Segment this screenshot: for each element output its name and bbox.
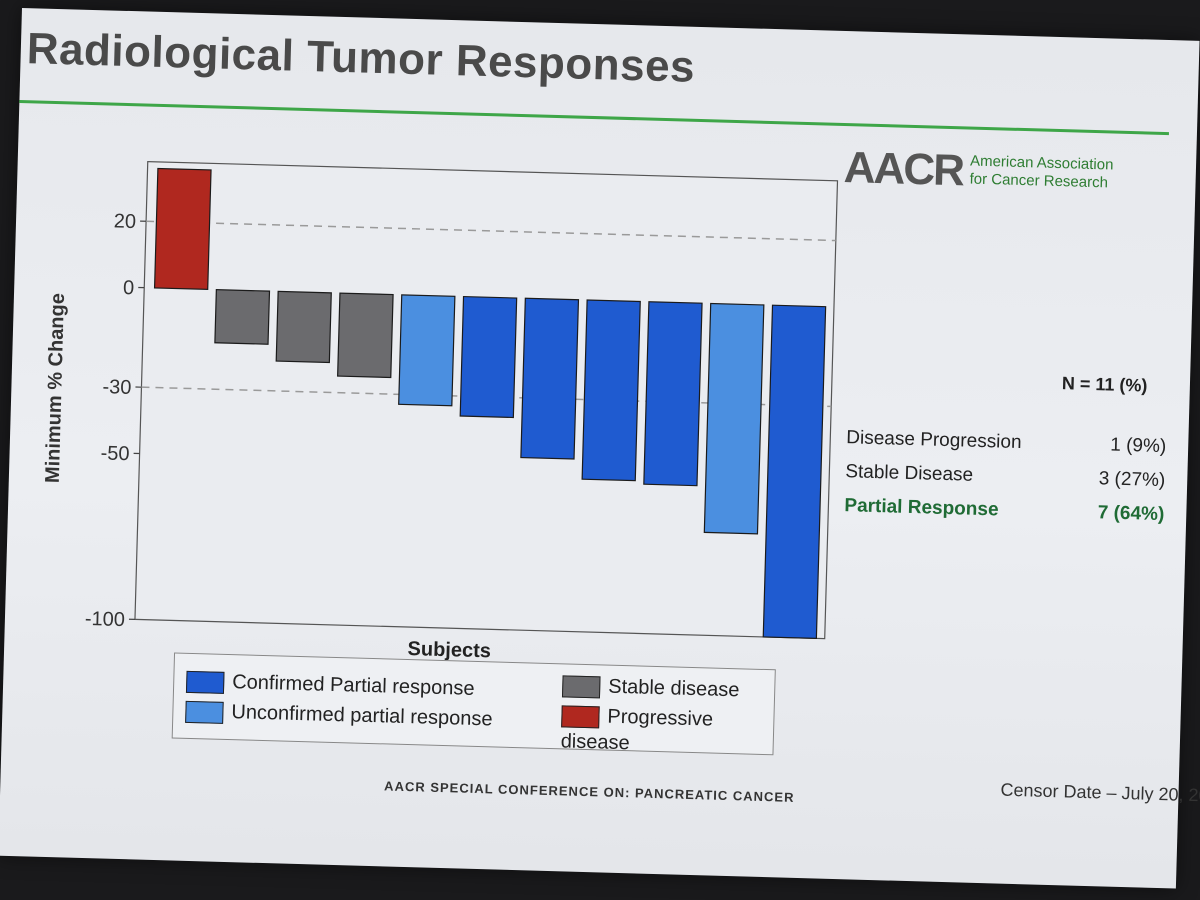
y-tick-label: -30 <box>102 376 132 399</box>
stat-label: Stable Disease <box>845 461 974 486</box>
stat-value: 7 (64%) <box>1097 502 1165 526</box>
waterfall-chart: 20 0 -30 -50 -100 Subjects Minimum % Change <box>42 160 839 662</box>
stat-row-partial: Partial Response 7 (64%) <box>844 495 1164 525</box>
bar <box>337 292 394 379</box>
legend-unconfirmed-partial: Unconfirmed partial response <box>185 698 493 733</box>
response-summary: N = 11 (%) Disease Progression 1 (9%) St… <box>844 367 1168 525</box>
aacr-logo-mark: AACR <box>843 143 964 196</box>
legend-label-confirmed: Confirmed Partial response <box>231 671 475 700</box>
bar <box>214 289 271 345</box>
bar <box>520 297 580 460</box>
y-tick-label: 0 <box>123 277 135 299</box>
bar <box>275 290 332 364</box>
aacr-logo-text: American Association for Cancer Research <box>969 153 1113 193</box>
title-divider <box>19 99 1169 136</box>
slide-title: Radiological Tumor Responses <box>26 24 696 92</box>
slide: Radiological Tumor Responses AACR Americ… <box>0 8 1200 889</box>
legend-swatch-unconfirmed <box>185 700 224 724</box>
stat-row-progression: Disease Progression 1 (9%) <box>846 427 1166 457</box>
logo-line-2: for Cancer Research <box>969 170 1109 192</box>
chart-legend: Confirmed Partial response Unconfirmed p… <box>171 652 776 756</box>
stat-row-stable: Stable Disease 3 (27%) <box>845 461 1165 491</box>
bar <box>153 167 212 291</box>
reference-line <box>146 220 836 242</box>
x-axis-label: Subjects <box>407 638 491 662</box>
legend-swatch-confirmed <box>185 670 225 694</box>
stat-label: Disease Progression <box>846 427 1022 454</box>
y-axis-label: Minimum % Change <box>42 293 69 484</box>
legend-swatch-progressive <box>561 705 600 729</box>
y-tick-label: -50 <box>100 442 130 465</box>
legend-label-stable: Stable disease <box>607 675 740 702</box>
legend-confirmed-partial: Confirmed Partial response <box>185 668 475 702</box>
bar <box>762 304 827 640</box>
legend-progressive-disease: Progressive disease <box>560 702 774 754</box>
bar <box>703 302 765 535</box>
bar <box>643 301 703 487</box>
bar <box>581 299 641 482</box>
aacr-logo: AACR American Association for Cancer Res… <box>843 143 1145 211</box>
legend-stable-disease: Stable disease <box>561 672 740 703</box>
bar <box>398 294 456 407</box>
stat-value: 1 (9%) <box>1109 434 1167 458</box>
stat-value: 3 (27%) <box>1098 468 1166 492</box>
legend-swatch-stable <box>561 675 601 699</box>
bar <box>459 295 518 419</box>
y-tick-label: -100 <box>85 608 126 631</box>
legend-label-unconfirmed: Unconfirmed partial response <box>231 701 493 731</box>
stat-label: Partial Response <box>844 495 999 521</box>
y-tick-label: 20 <box>114 210 137 233</box>
sample-size: N = 11 (%) <box>1061 373 1148 396</box>
